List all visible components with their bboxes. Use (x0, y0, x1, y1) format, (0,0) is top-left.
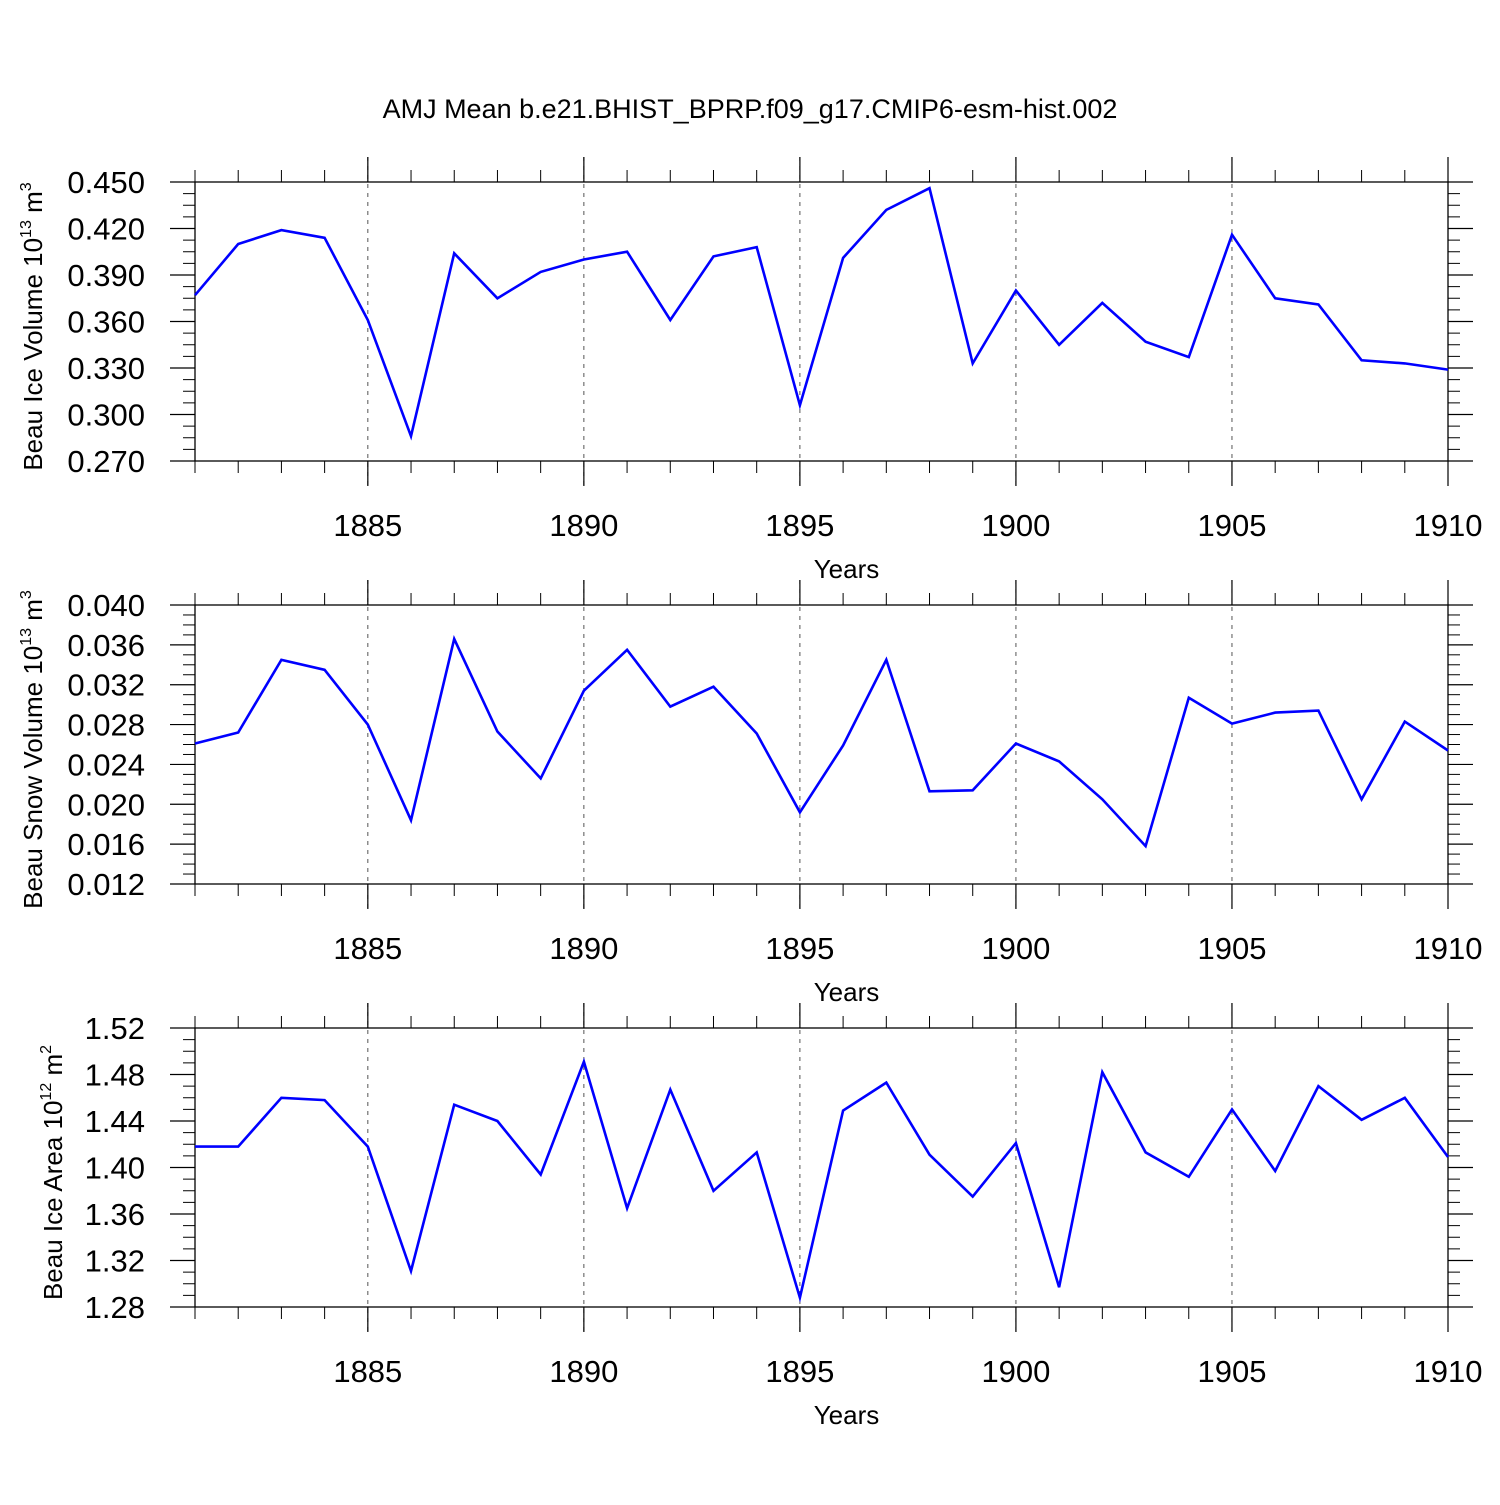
chart-title: AMJ Mean b.e21.BHIST_BPRP.f09_g17.CMIP6-… (383, 94, 1118, 124)
y-tick-label: 0.036 (67, 628, 145, 663)
plot-frame (194, 604, 1449, 885)
x-tick-label: 1885 (333, 1354, 402, 1389)
y-tick-label: 0.020 (67, 787, 145, 822)
x-tick-label: 1905 (1197, 1354, 1266, 1389)
x-tick-label: 1910 (1414, 1354, 1483, 1389)
x-tick-label: 1905 (1197, 508, 1266, 543)
y-axis-label: Beau Ice Volume 1013 m3 (18, 182, 48, 470)
series-line (194, 634, 1449, 849)
series-line (195, 1057, 1450, 1303)
y-tick-label: 1.44 (85, 1104, 145, 1139)
y-axis-label: Beau Snow Volume 1013 m3 (18, 590, 48, 909)
x-tick-label: 1890 (549, 931, 618, 966)
x-axis-label: Years (814, 977, 880, 1007)
x-tick-label: 1890 (549, 1354, 618, 1389)
plot-frame (194, 181, 1449, 462)
x-tick-label: 1890 (549, 508, 618, 543)
y-tick-label: 0.360 (67, 305, 145, 340)
x-axis-label: Years (814, 1400, 880, 1430)
y-tick-label: 1.52 (85, 1011, 145, 1046)
x-tick-label: 1900 (981, 931, 1050, 966)
series-line (194, 186, 1449, 441)
y-tick-label: 0.390 (67, 258, 145, 293)
x-tick-label: 1885 (333, 931, 402, 966)
y-tick-label: 0.024 (67, 747, 145, 782)
y-tick-label: 0.270 (67, 444, 145, 479)
plot-frame (194, 1027, 1449, 1308)
y-tick-label: 1.28 (85, 1290, 145, 1325)
y-axis-label: Beau Ice Area 1012 m2 (38, 1045, 68, 1300)
panel-1: 0.450 0.420 0.390 0.360 0.330 0.300 0.270 1885 1… (18, 157, 1482, 584)
x-tick-label: 1895 (765, 508, 834, 543)
x-tick-label: 1905 (1197, 931, 1266, 966)
y-tick-label: 1.32 (85, 1244, 145, 1279)
x-axis-label: Years (814, 554, 880, 584)
y-tick-label: 0.016 (67, 827, 145, 862)
y-tick-label: 1.36 (85, 1197, 145, 1232)
y-tick-label: 0.032 (67, 668, 145, 703)
y-tick-label: 0.300 (67, 398, 145, 433)
x-tick-label: 1900 (981, 508, 1050, 543)
x-tick-label: 1885 (333, 508, 402, 543)
y-tick-label: 0.420 (67, 212, 145, 247)
y-tick-label: 0.330 (67, 351, 145, 386)
panel-3: 1.52 1.48 1.44 1.40 1.36 1.32 1.28 1885 1890 1895… (38, 1003, 1482, 1430)
y-tick-label: 1.48 (85, 1058, 145, 1093)
y-tick-label: 0.040 (67, 588, 145, 623)
x-tick-label: 1910 (1414, 508, 1483, 543)
x-tick-label: 1895 (765, 931, 834, 966)
x-tick-label: 1900 (981, 1354, 1050, 1389)
y-tick-label: 0.028 (67, 708, 145, 743)
panel-2: 0.040 0.036 0.032 0.028 0.024 0.020 0.016 0.012… (18, 580, 1482, 1007)
x-tick-label: 1910 (1414, 931, 1483, 966)
y-tick-label: 1.40 (85, 1151, 145, 1186)
y-tick-label: 0.450 (67, 165, 145, 200)
y-tick-label: 0.012 (67, 867, 145, 902)
x-tick-label: 1895 (765, 1354, 834, 1389)
